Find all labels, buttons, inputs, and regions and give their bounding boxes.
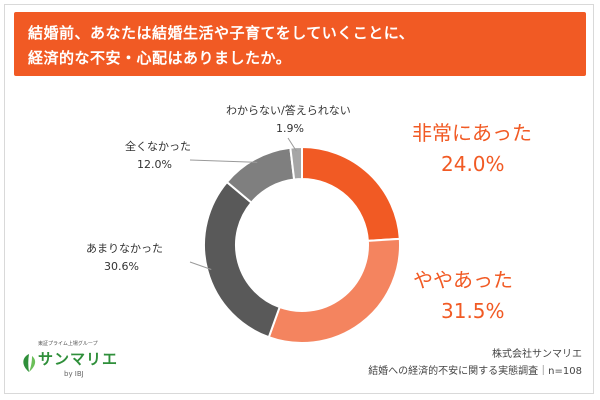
chart-frame	[4, 4, 594, 394]
slice-value-somewhat: 31.5%	[441, 299, 505, 323]
leader-line	[189, 261, 212, 270]
survey-source: 結婚への経済的不安に関する実態調査｜n=108	[368, 366, 582, 377]
logo-by: by IBJ	[64, 370, 84, 378]
leader-line	[189, 159, 258, 163]
slice-value-rarely: 30.6%	[104, 260, 139, 273]
slice-label-not-at-all: 全くなかった	[125, 140, 191, 153]
company-name: 株式会社サンマリエ	[492, 349, 582, 360]
slice-label-unknown: わからない/答えられない	[226, 104, 351, 117]
slice-label-somewhat: ややあった	[413, 268, 513, 292]
sunmarie-logo: 東証プライム上場グループ サンマリエ by IBJ	[20, 340, 130, 384]
slice-very-much	[301, 145, 401, 242]
slice-value-very-much: 24.0%	[441, 152, 505, 176]
leader-line	[287, 137, 297, 152]
slice-value-not-at-all: 12.0%	[137, 158, 172, 171]
slice-label-very-much: 非常にあった	[412, 121, 532, 145]
logo-tagline: 東証プライム上場グループ	[38, 341, 98, 347]
slice-rarely	[203, 180, 281, 339]
question-header: 結婚前、あなたは結婚生活や子育てをしていくことに、 経済的な不安・心配はありまし…	[14, 12, 586, 76]
leaf-icon	[23, 354, 36, 372]
question-line-1: 結婚前、あなたは結婚生活や子育てをしていくことに、	[28, 24, 415, 42]
slice-label-rarely: あまりなかった	[86, 242, 163, 255]
slice-somewhat	[267, 237, 401, 344]
question-line-2: 経済的な不安・心配はありましたか。	[28, 49, 292, 67]
slice-value-unknown: 1.9%	[276, 122, 304, 135]
logo-name: サンマリエ	[38, 350, 119, 368]
